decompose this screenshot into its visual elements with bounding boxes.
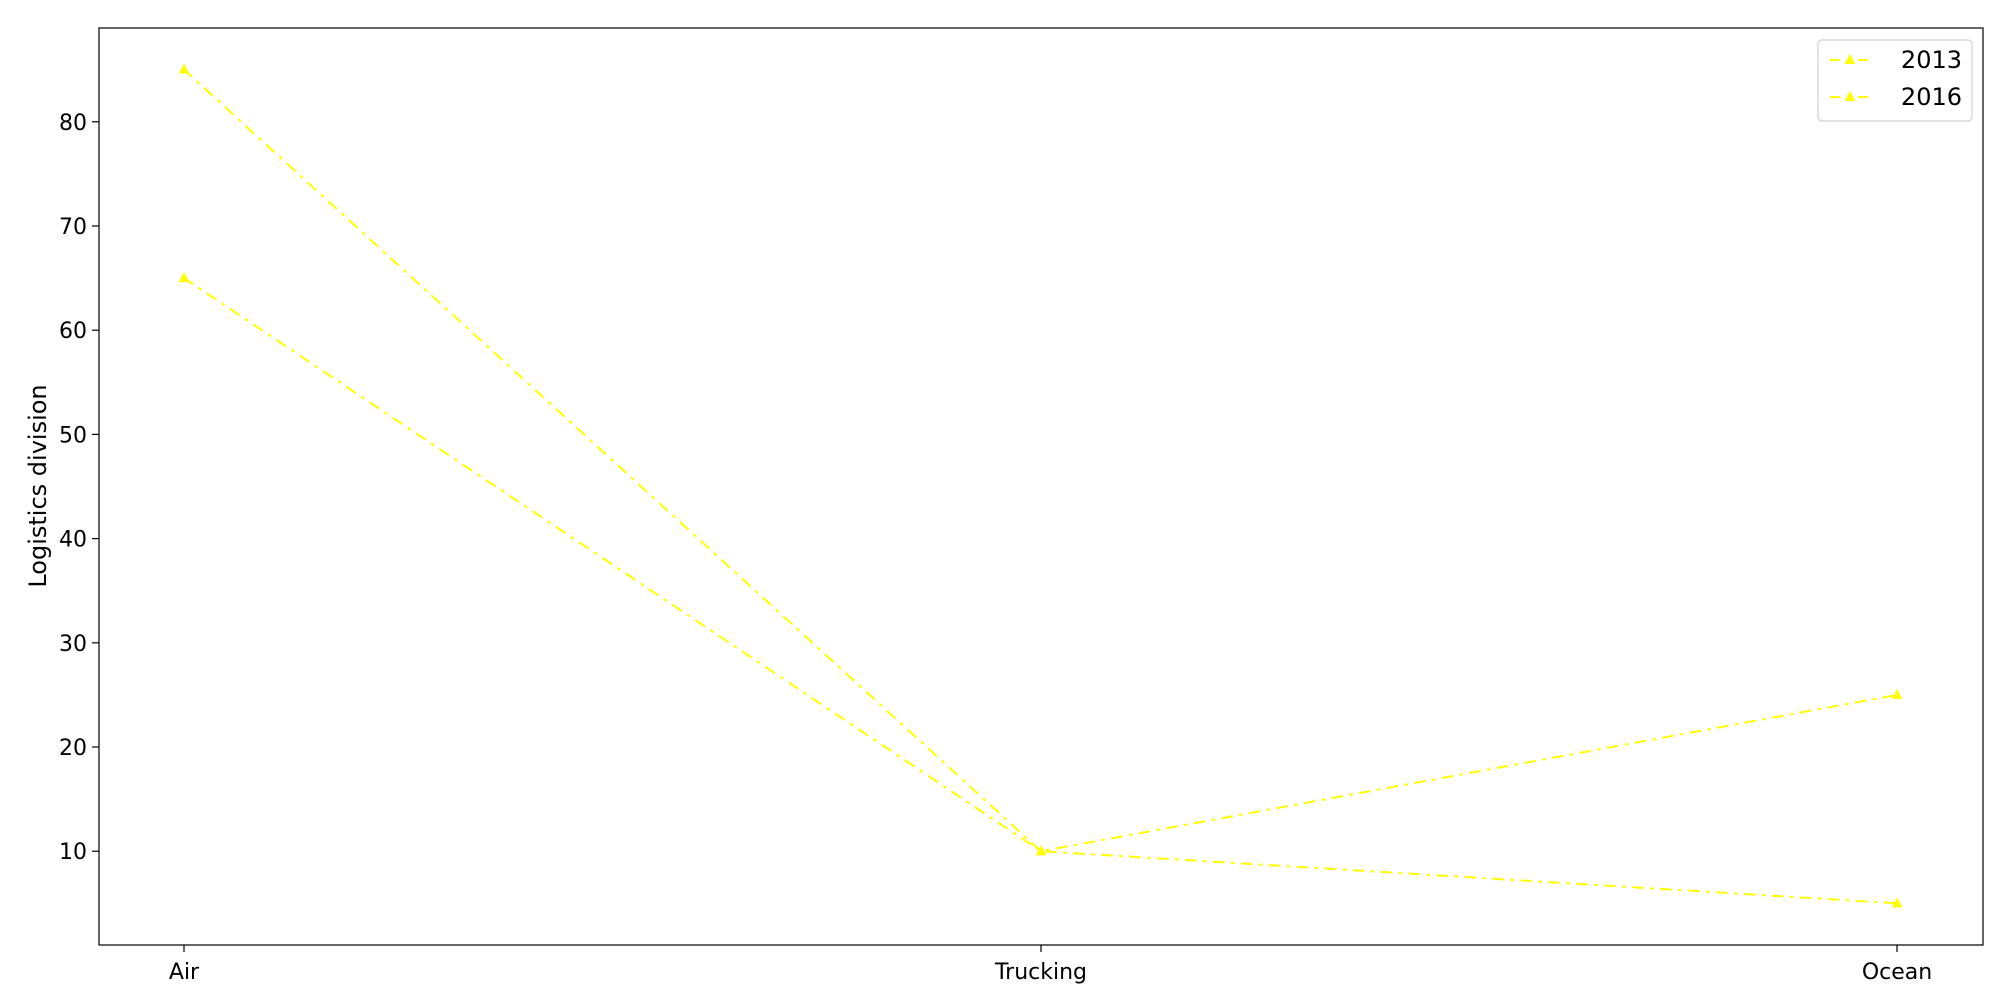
series-line-2013 bbox=[183, 68, 1898, 853]
y-tick-label-20: 20 bbox=[59, 736, 87, 761]
data-point-2013-Ocean bbox=[1891, 688, 1903, 699]
y-tick-label-10: 10 bbox=[59, 840, 87, 865]
axes: 10 20 30 40 50 60 70 80 Air Trucking Ocean bbox=[59, 27, 1984, 985]
series-line-2016 bbox=[183, 277, 1898, 905]
data-point-2016-Ocean bbox=[1891, 897, 1903, 908]
x-tick-label-trucking: Trucking bbox=[994, 960, 1087, 985]
x-tick-label-ocean: Ocean bbox=[1862, 960, 1932, 985]
data-point-2016-Trucking bbox=[1035, 845, 1047, 856]
y-axis-label: Logistics division bbox=[24, 384, 52, 587]
y-tick-label-30: 30 bbox=[59, 632, 87, 657]
y-tick-label-60: 60 bbox=[59, 319, 87, 344]
legend-label-2016: 2016 bbox=[1901, 83, 1962, 111]
y-tick-label-80: 80 bbox=[59, 111, 87, 136]
plot-area bbox=[178, 63, 1903, 908]
x-tick-label-air: Air bbox=[169, 960, 200, 985]
legend-marker-2013 bbox=[1844, 53, 1856, 64]
plot-frame bbox=[98, 27, 1984, 946]
legend-box bbox=[1817, 39, 1973, 122]
y-tick-label-70: 70 bbox=[59, 215, 87, 240]
y-tick-label-40: 40 bbox=[59, 528, 87, 553]
data-point-2016-Air bbox=[178, 272, 190, 283]
legend: 2013 2016 bbox=[1817, 39, 1973, 122]
legend-label-2013: 2013 bbox=[1901, 46, 1962, 74]
y-tick-label-50: 50 bbox=[59, 423, 87, 448]
data-point-2013-Air bbox=[178, 63, 190, 74]
legend-marker-2016 bbox=[1844, 90, 1856, 101]
